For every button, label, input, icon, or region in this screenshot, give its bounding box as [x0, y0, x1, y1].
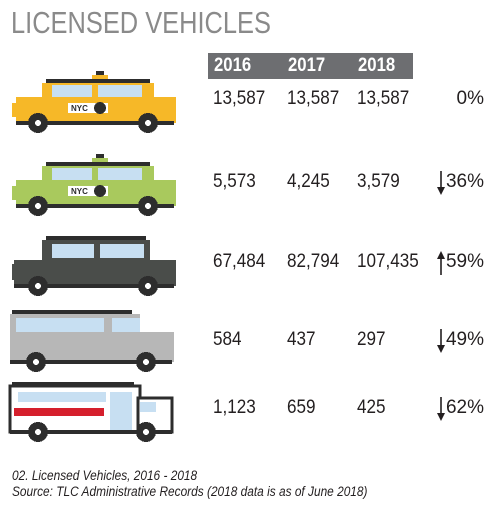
value-2016: 5,573	[213, 171, 256, 192]
table-row: 1,123 659 425 62%	[0, 376, 495, 446]
green-taxi-icon: NYC	[12, 154, 176, 216]
change-indicator: 49%	[436, 328, 488, 353]
table-row: 584 437 297 49%	[0, 308, 495, 378]
change-percent: 49%	[445, 329, 484, 350]
column-header-2018: 2018	[358, 55, 396, 76]
value-2018: 13,587	[357, 88, 410, 109]
change-percent: 59%	[445, 251, 484, 272]
van-icon	[10, 310, 174, 372]
value-2018: 3,579	[357, 171, 400, 192]
arrow-up-icon	[437, 251, 445, 275]
change-indicator: 59%	[436, 250, 488, 275]
black-car-icon	[12, 236, 176, 296]
column-header-2016: 2016	[214, 55, 252, 76]
change-percent: 0%	[456, 88, 484, 109]
value-2018: 297	[357, 329, 386, 350]
arrow-down-icon	[437, 397, 445, 421]
value-2018: 107,435	[357, 251, 419, 272]
svg-text:NYC: NYC	[71, 187, 88, 196]
change-indicator: 0%	[436, 87, 488, 111]
table-row: 67,484 82,794 107,435 59%	[0, 230, 495, 300]
paratransit-bus-icon	[8, 382, 174, 442]
value-2017: 4,245	[287, 171, 330, 192]
yellow-taxi-icon: NYC	[12, 71, 176, 133]
change-indicator: 62%	[436, 396, 488, 421]
arrow-down-icon	[437, 329, 445, 353]
change-percent: 36%	[445, 171, 484, 192]
value-2017: 13,587	[287, 88, 340, 109]
value-2016: 1,123	[213, 397, 256, 418]
change-indicator: 36%	[436, 170, 488, 195]
change-percent: 62%	[445, 397, 484, 418]
value-2016: 67,484	[213, 251, 266, 272]
table-row: NYC 13,587 13,587 13,587 0%	[0, 67, 495, 137]
figure-caption: 02. Licensed Vehicles, 2016 - 2018	[12, 468, 198, 483]
value-2017: 659	[287, 397, 316, 418]
column-header-2017: 2017	[288, 55, 326, 76]
page-title: LICENSED VEHICLES	[11, 5, 271, 40]
value-2016: 584	[213, 329, 242, 350]
arrow-down-icon	[437, 171, 445, 195]
svg-text:NYC: NYC	[71, 104, 88, 113]
value-2017: 82,794	[287, 251, 340, 272]
table-row: NYC 5,573 4,245 3,579 36%	[0, 150, 495, 220]
value-2017: 437	[287, 329, 316, 350]
source-note: Source: TLC Administrative Records (2018…	[12, 484, 368, 499]
table-header: 2016 2017 2018	[208, 53, 413, 79]
value-2016: 13,587	[213, 88, 266, 109]
value-2018: 425	[357, 397, 386, 418]
